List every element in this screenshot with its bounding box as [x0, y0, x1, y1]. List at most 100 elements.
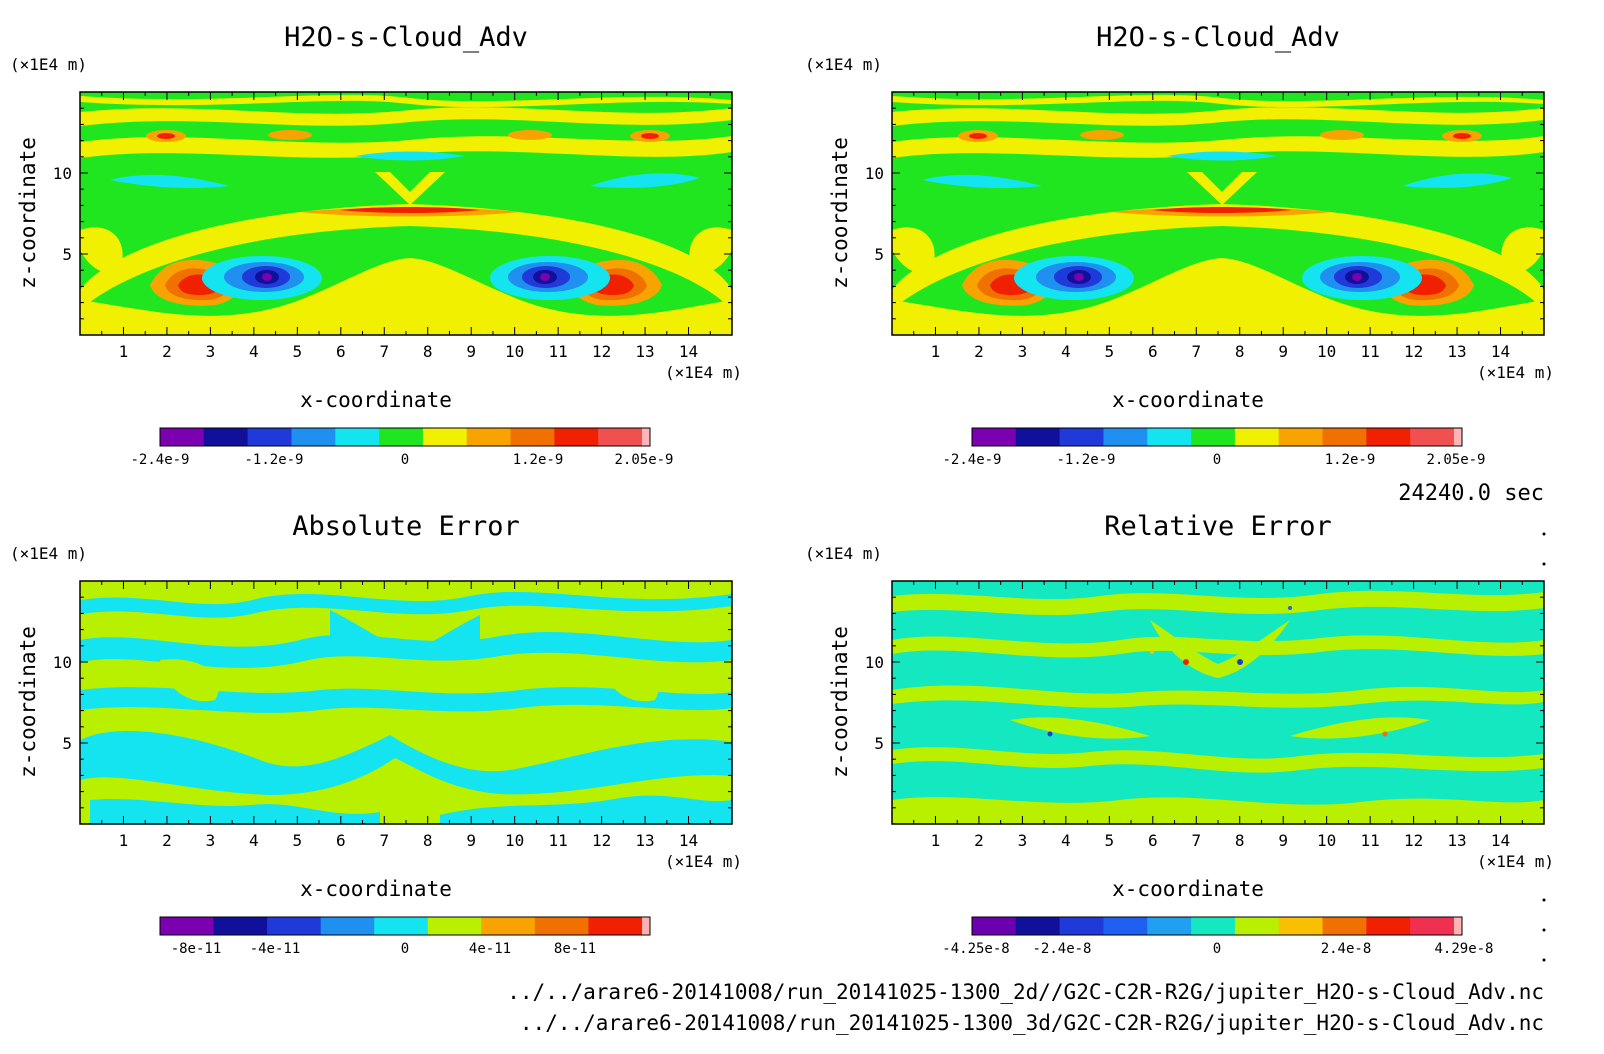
x-tick-label: 10	[1317, 342, 1336, 361]
file-path-3d: ../../arare6-20141008/run_20141025-1300_…	[520, 1011, 1544, 1035]
colorbar-swatch	[160, 917, 215, 935]
x-tick-label: 3	[206, 342, 216, 361]
colorbar-swatch	[1103, 917, 1148, 935]
x-tick-label: 8	[1235, 831, 1245, 850]
colorbar-swatch	[203, 428, 249, 446]
x-tick-label: 12	[592, 342, 611, 361]
colorbar-swatch	[1234, 917, 1280, 935]
panel-title: Relative Error	[1104, 511, 1332, 542]
colorbar-label: 4e-11	[469, 941, 511, 957]
x-tick-label: 3	[1018, 831, 1028, 850]
x-tick-label: 1	[931, 831, 941, 850]
colorbar-swatch	[466, 428, 512, 446]
colorbar-label: -4.25e-8	[942, 941, 1009, 957]
colorbar-label: 0	[401, 941, 409, 957]
x-tick-label: 11	[549, 831, 568, 850]
colorbar-label: 0	[1213, 452, 1221, 468]
x-tick-label: 14	[1491, 831, 1510, 850]
contour-field	[80, 581, 732, 824]
contour-field	[892, 581, 1544, 824]
colorbar-swatch	[1322, 917, 1367, 935]
colorbar-label: 8e-11	[554, 941, 596, 957]
y-tick-label: 5	[62, 245, 72, 264]
x-tick-label: 13	[1447, 342, 1466, 361]
x-tick-label: 10	[505, 342, 524, 361]
y-tick-label: 10	[53, 164, 72, 183]
x-tick-label: 9	[1278, 342, 1288, 361]
colorbar-label: 0	[401, 452, 409, 468]
colorbar-swatch	[1191, 917, 1236, 935]
x-tick-label: 1	[931, 342, 941, 361]
y-unit-label: (×1E4 m)	[10, 544, 87, 563]
colorbar-swatch	[379, 428, 424, 446]
x-tick-label: 5	[293, 831, 303, 850]
x-tick-label: 9	[466, 342, 476, 361]
x-tick-label: 7	[379, 831, 389, 850]
colorbar: -4.25e-8 -2.4e-8 0 2.4e-8 4.29e-8	[942, 916, 1494, 957]
colorbar-swatch	[1454, 917, 1462, 935]
x-tick-label: 6	[1148, 831, 1158, 850]
y-tick-label: 10	[53, 653, 72, 672]
colorbar-label: -2.4e-9	[942, 452, 1001, 468]
x-axis-label: x-coordinate	[1112, 877, 1264, 901]
y-axis-label: z-coordinate	[16, 626, 40, 778]
x-tick-label: 11	[1361, 342, 1380, 361]
colorbar-swatch	[1322, 428, 1367, 446]
x-tick-label: 8	[423, 831, 433, 850]
y-axis-label: z-coordinate	[16, 137, 40, 289]
x-tick-label: 13	[635, 342, 654, 361]
x-tick-label: 7	[1191, 342, 1201, 361]
edge-dots	[1542, 532, 1546, 962]
colorbar-label: -8e-11	[171, 941, 222, 957]
x-tick-label: 12	[592, 831, 611, 850]
colorbar-swatch	[554, 428, 599, 446]
y-axis-label: z-coordinate	[828, 626, 852, 778]
y-tick-label: 10	[865, 653, 884, 672]
colorbar-swatch	[160, 428, 205, 446]
x-tick-label: 14	[1491, 342, 1510, 361]
colorbar-swatch	[1147, 428, 1192, 446]
colorbar-swatch	[335, 428, 380, 446]
x-tick-label: 6	[1148, 342, 1158, 361]
x-tick-label: 10	[1317, 831, 1336, 850]
x-tick-label: 9	[1278, 831, 1288, 850]
y-unit-label: (×1E4 m)	[805, 55, 882, 74]
colorbar-label: 0	[1213, 941, 1221, 957]
colorbar-swatch	[598, 428, 643, 446]
x-tick-label: 13	[1447, 831, 1466, 850]
colorbar-swatch	[320, 917, 375, 935]
colorbar-swatch	[642, 428, 650, 446]
x-tick-label: 6	[336, 342, 346, 361]
colorbar-label: 1.2e-9	[1325, 452, 1376, 468]
colorbar-swatch	[1410, 917, 1455, 935]
colorbar-swatch	[291, 428, 336, 446]
colorbar-label: 2.4e-8	[1321, 941, 1372, 957]
x-tick-label: 2	[162, 831, 172, 850]
y-tick-label: 5	[62, 734, 72, 753]
colorbar-swatch	[1015, 428, 1061, 446]
colorbar-swatch	[1234, 428, 1280, 446]
colorbar-label: -2.4e-8	[1032, 941, 1091, 957]
colorbar-swatch	[247, 428, 292, 446]
colorbar-swatch	[1059, 917, 1104, 935]
colorbar-swatch	[1191, 428, 1236, 446]
x-tick-label: 3	[1018, 342, 1028, 361]
x-tick-label: 2	[974, 831, 984, 850]
x-tick-label: 7	[379, 342, 389, 361]
colorbar-label: 2.05e-9	[1426, 452, 1485, 468]
colorbar-swatch	[1410, 428, 1455, 446]
x-tick-label: 4	[1061, 342, 1071, 361]
colorbar-swatch	[642, 917, 650, 935]
x-tick-label: 14	[679, 831, 698, 850]
x-tick-label: 11	[549, 342, 568, 361]
panel-title: H2O-s-Cloud_Adv	[1096, 22, 1340, 53]
colorbar-label: -2.4e-9	[130, 452, 189, 468]
panel-title: Absolute Error	[292, 511, 520, 542]
x-tick-label: 11	[1361, 831, 1380, 850]
y-unit-label: (×1E4 m)	[805, 544, 882, 563]
x-tick-label: 2	[974, 342, 984, 361]
colorbar-frame	[971, 427, 1463, 447]
